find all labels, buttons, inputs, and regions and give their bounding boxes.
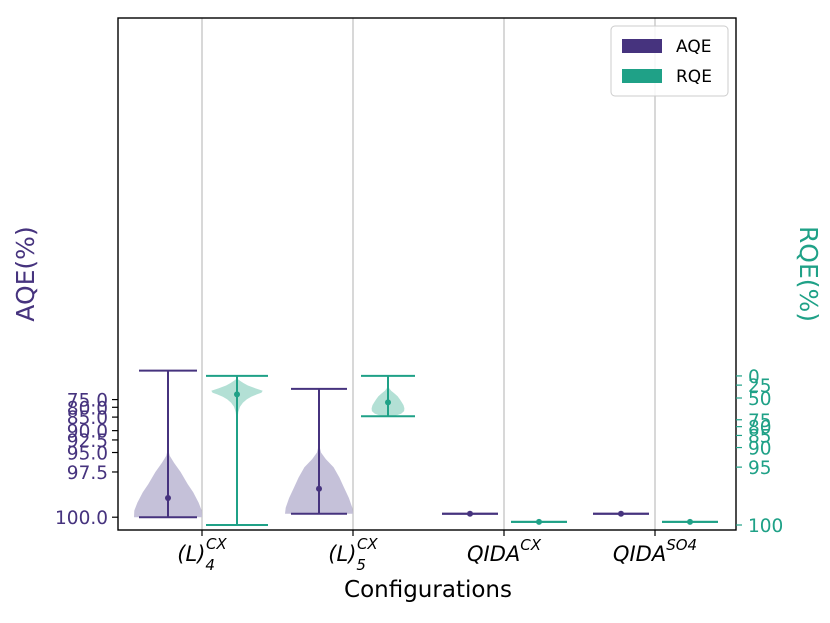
- left-tick-label-3: 90.0: [67, 422, 108, 443]
- violin-mean-rqe-2: [536, 518, 542, 525]
- x-axis-label: Configurations: [344, 577, 512, 603]
- violin-mean-rqe-1: [385, 399, 391, 406]
- right-tick-label-4: 80: [748, 418, 772, 439]
- violin-mean-rqe-3: [687, 518, 693, 525]
- left-tick-label-6: 97.5: [67, 463, 108, 484]
- violin-mean-aqe-0: [165, 495, 171, 502]
- right-tick-label-1: 25: [748, 376, 772, 397]
- legend-swatch-rqe: [622, 69, 662, 83]
- left-axis-label: AQE(%): [11, 226, 40, 321]
- right-axis-label: RQE(%): [794, 226, 823, 322]
- left-tick-label-4: 92.5: [67, 431, 108, 452]
- x-tick-label-1: (L)5CX: [328, 535, 378, 574]
- right-tick-label-2: 50: [748, 389, 772, 410]
- right-tick-label-8: 100: [748, 516, 783, 537]
- plot-frame: [117, 17, 737, 531]
- grid-lines: [201, 18, 656, 530]
- left-tick-label-0: 75.0: [67, 391, 108, 412]
- legend-swatch-aqe: [622, 39, 662, 53]
- x-tick-label-0: (L)4CX: [177, 535, 227, 574]
- violin-mean-rqe-0: [234, 391, 240, 398]
- violin-mean-aqe-2: [467, 510, 473, 517]
- x-axis: (L)4CX (L)5CX QIDACX QIDASO4: [177, 530, 697, 574]
- violin-marks: [139, 369, 718, 526]
- left-tick-label-2: 85.0: [67, 408, 108, 429]
- x-tick-label-3: QIDASO4: [613, 536, 697, 566]
- left-axis: 75.080.085.090.092.595.097.5 100.0: [55, 391, 118, 529]
- right-tick-label-0: 0: [748, 367, 760, 388]
- legend-label-rqe: RQE: [676, 67, 712, 87]
- violins: [134, 370, 405, 525]
- right-tick-label-6: 90: [748, 439, 772, 460]
- legend: AQE RQE: [610, 25, 729, 97]
- left-tick-label-1: 80.0: [67, 398, 108, 419]
- left-tick-label-5: 95.0: [67, 444, 108, 465]
- violin-mean-aqe-1: [316, 485, 322, 492]
- violin-mean-aqe-3: [618, 510, 624, 517]
- right-tick-label-5: 85: [748, 426, 772, 447]
- right-tick-label-7: 95: [748, 458, 772, 479]
- x-tick-label-2: QIDACX: [467, 536, 542, 566]
- right-tick-label-3: 75: [748, 411, 772, 432]
- legend-label-aqe: AQE: [676, 37, 711, 57]
- left-tick-label-7: 100.0: [55, 508, 108, 529]
